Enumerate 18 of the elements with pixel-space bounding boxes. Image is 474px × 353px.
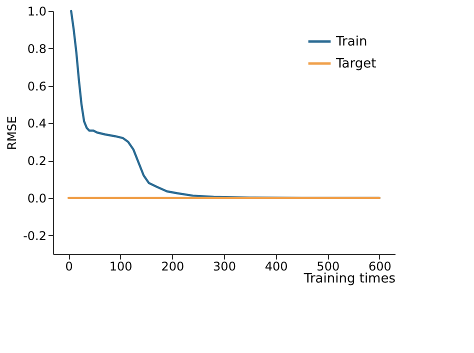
x-tick-label: 0: [65, 260, 73, 274]
x-tick-label: 600: [368, 260, 392, 274]
y-tick-label: 1.0: [27, 4, 46, 18]
y-tick-label: 0.6: [27, 79, 46, 94]
y-axis-title: RMSE: [5, 116, 20, 150]
x-axis-title: Training times: [302, 272, 396, 286]
legend-label: Target: [335, 56, 376, 72]
x-tick-label: 300: [213, 260, 236, 274]
y-tick-label: 0.2: [27, 154, 46, 168]
x-tick-label: 500: [316, 260, 340, 274]
y-tick-label: 0.4: [27, 116, 46, 131]
legend-label: Train: [335, 34, 368, 50]
x-tick-label: 200: [161, 260, 184, 274]
y-tick-label: -0.2: [23, 228, 46, 243]
x-tick-label: 100: [109, 260, 132, 274]
y-tick-label: 0.0: [27, 191, 46, 206]
x-tick-label: 400: [264, 260, 288, 274]
y-tick-label: 0.8: [27, 42, 46, 56]
